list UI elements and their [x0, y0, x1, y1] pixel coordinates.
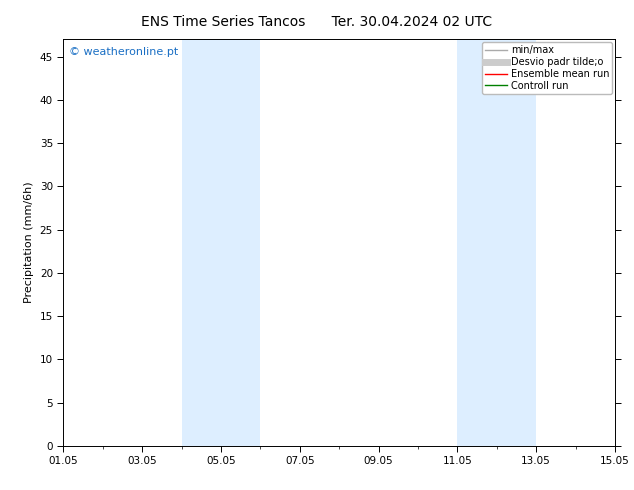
Legend: min/max, Desvio padr tilde;o, Ensemble mean run, Controll run: min/max, Desvio padr tilde;o, Ensemble m…	[482, 42, 612, 94]
Bar	[457, 39, 536, 446]
Text: © weatheronline.pt: © weatheronline.pt	[69, 48, 178, 57]
Text: ENS Time Series Tancos      Ter. 30.04.2024 02 UTC: ENS Time Series Tancos Ter. 30.04.2024 0…	[141, 15, 493, 29]
Y-axis label: Precipitation (mm/6h): Precipitation (mm/6h)	[24, 182, 34, 303]
Bar	[181, 39, 261, 446]
